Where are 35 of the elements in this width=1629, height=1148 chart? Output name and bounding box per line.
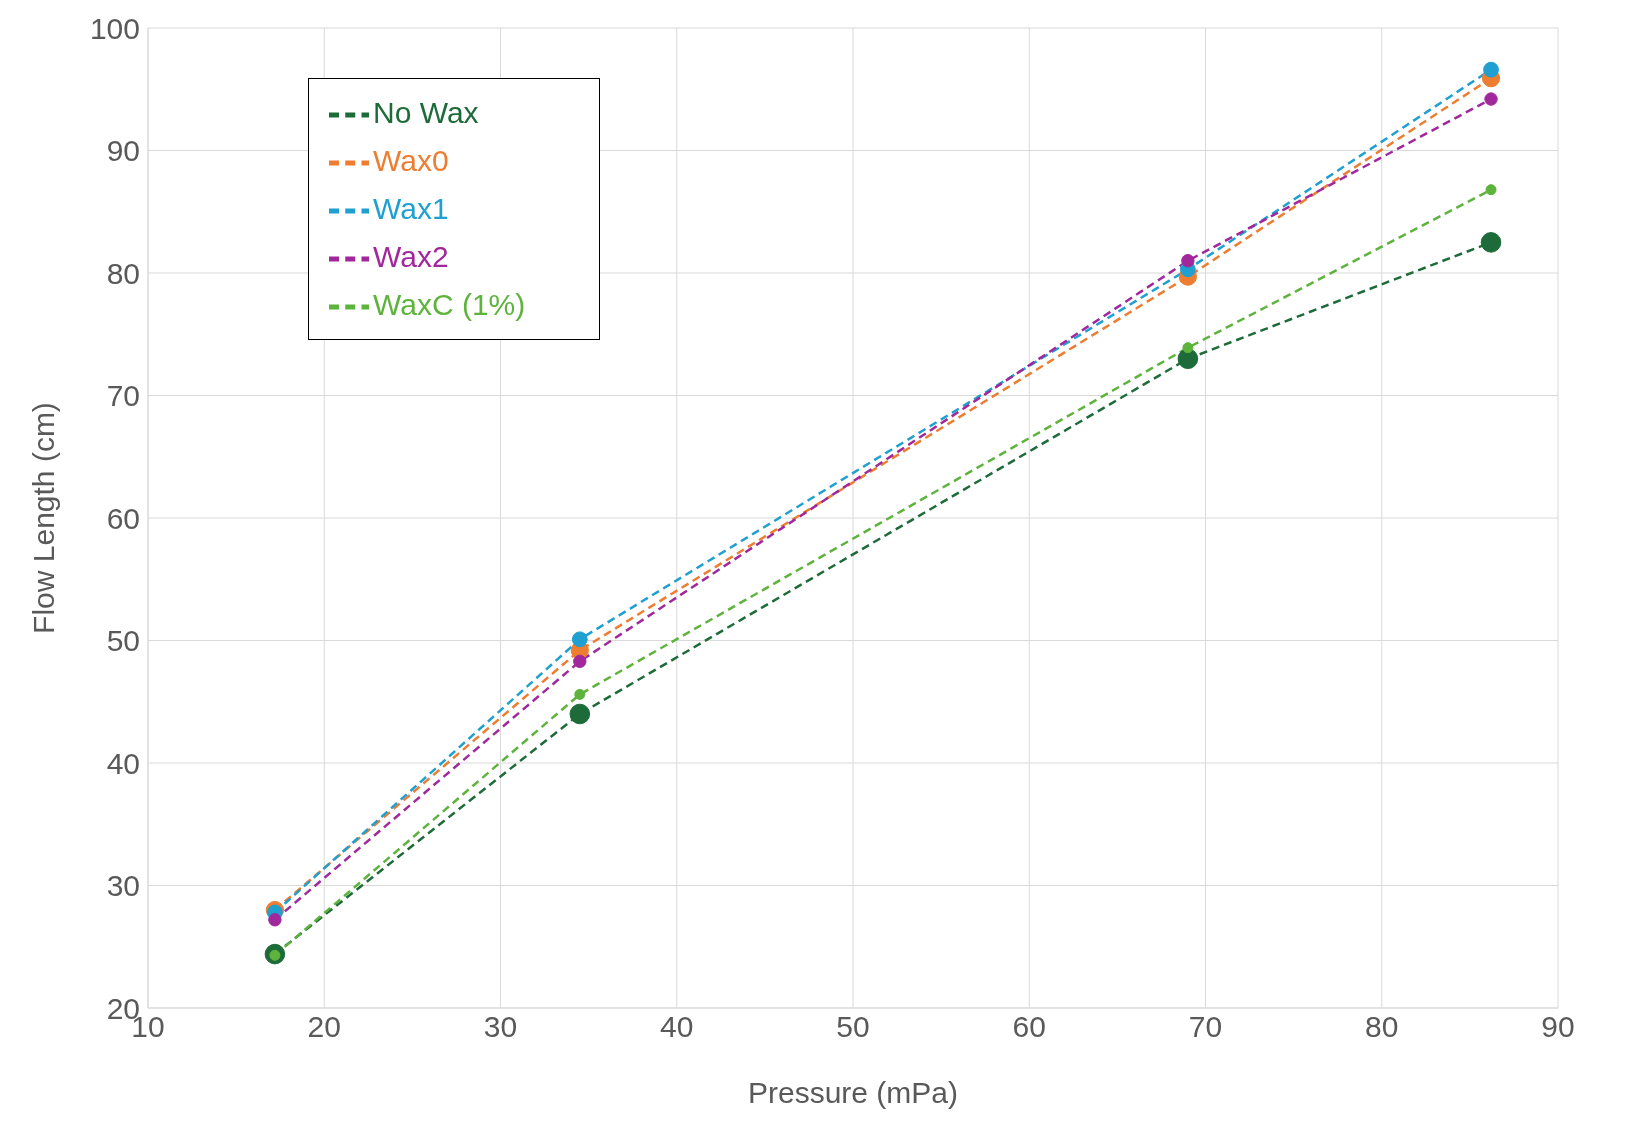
point [574, 688, 586, 700]
y-tick-label: 30 [106, 869, 140, 903]
x-tick-label: 50 [836, 1010, 870, 1044]
point [1485, 184, 1497, 196]
y-tick-label: 60 [106, 501, 140, 535]
point [268, 913, 282, 927]
point [1484, 92, 1498, 106]
y-tick-label: 80 [106, 256, 140, 290]
point [569, 703, 591, 725]
legend-label: No Wax [373, 96, 479, 129]
point [1182, 342, 1194, 354]
x-axis-title: Pressure (mPa) [747, 1076, 959, 1109]
x-tick-label: 90 [1541, 1010, 1575, 1044]
y-tick-label: 40 [106, 746, 140, 780]
x-tick-label: 80 [1365, 1010, 1399, 1044]
point [1483, 61, 1499, 78]
x-tick-label: 60 [1012, 1010, 1046, 1044]
x-tick-label: 70 [1188, 1010, 1223, 1044]
legend-label: WaxC (1%) [373, 288, 526, 321]
point [1480, 232, 1502, 253]
y-tick-label: 100 [89, 11, 140, 45]
point [1177, 348, 1199, 370]
y-tick-label: 70 [106, 379, 140, 413]
legend-label: Wax0 [373, 144, 449, 177]
point [1181, 254, 1195, 268]
y-tick-label: 50 [106, 624, 140, 658]
y-axis-title: Flow Length (cm) [26, 402, 60, 634]
point [571, 631, 588, 648]
legend-label: Wax1 [373, 192, 449, 225]
x-tick-label: 20 [307, 1010, 341, 1044]
x-tick-label: 30 [483, 1010, 518, 1044]
x-tick-label: 40 [660, 1010, 694, 1044]
y-tick-label: 90 [106, 134, 140, 168]
legend-label: Wax2 [373, 240, 449, 273]
point [573, 654, 587, 669]
